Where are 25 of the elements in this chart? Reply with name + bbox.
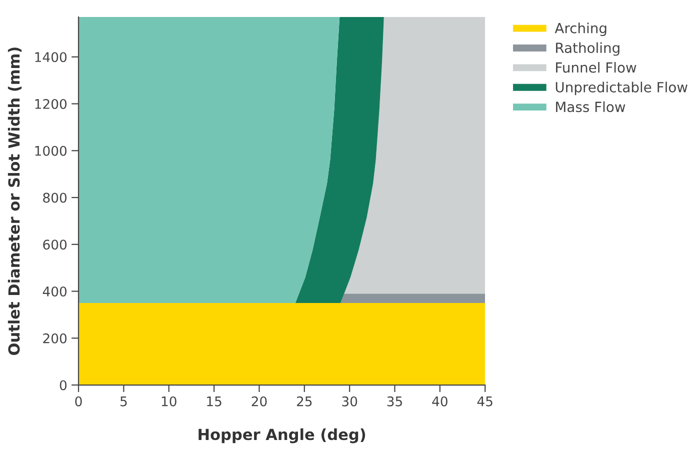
x-tick-label: 25 [296,396,312,406]
x-tick-label: 35 [387,396,402,406]
legend-label: Mass Flow [556,101,626,112]
legend-label: Ratholing [556,42,620,56]
legend-label: Arching [554,22,606,36]
x-tick-label: 45 [477,396,492,406]
x-tick-label: 5 [120,396,127,406]
x-axis-title: Hopper Angle (deg) [198,428,366,444]
y-tick-label: 600 [43,240,67,250]
y-axis-title: Outlet Diameter or Slot Width (mm) [8,48,22,356]
x-tick-label: 40 [432,396,448,406]
x-tick-label: 10 [162,396,176,406]
y-tick-label: 1400 [35,52,67,62]
y-tick-label: 1000 [35,146,67,156]
x-tick-label: 0 [75,396,82,406]
y-tick-label: 0 [60,380,67,390]
legend-label: Unpredictable Flow [556,82,688,96]
y-tick-label: 200 [43,333,67,344]
x-tick-label: 30 [342,396,358,406]
legend-label: Funnel Flow [556,62,636,73]
y-tick-label: 1200 [35,99,67,109]
x-tick-label: 15 [207,396,222,406]
y-tick-label: 800 [43,192,67,203]
x-tick-label: 20 [252,396,267,406]
y-tick-label: 400 [42,286,67,296]
